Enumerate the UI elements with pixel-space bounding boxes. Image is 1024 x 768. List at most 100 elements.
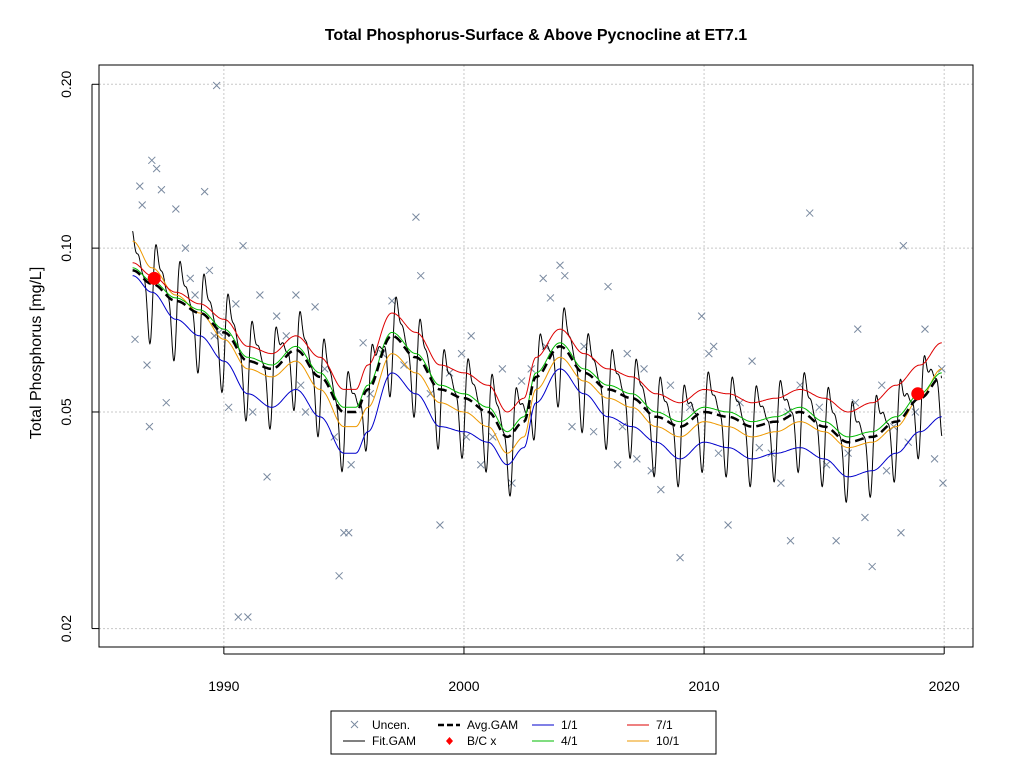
uncensored-point: [457, 349, 466, 358]
y-tick-label: 0.05: [58, 398, 74, 425]
legend-entry: 7/1: [627, 718, 673, 732]
legend-box: [330, 710, 717, 755]
apr-fit-line: [132, 267, 942, 438]
uncensored-point: [508, 479, 516, 488]
legend-swatch-x: [350, 720, 359, 729]
uncensored-point: [724, 521, 732, 529]
uncensored-point: [205, 266, 214, 275]
uncensored-point: [224, 403, 233, 412]
uncensored-point: [517, 377, 526, 385]
legend-label: 1/1: [561, 718, 578, 732]
uncensored-point: [416, 271, 425, 280]
legend-entry: 4/1: [532, 734, 578, 748]
uncensored-point: [335, 571, 343, 580]
uncensored-point: [899, 241, 908, 250]
avg-gam-line: [132, 269, 942, 444]
x-tick-label: 2000: [448, 678, 479, 694]
legend-label: Uncen.: [372, 718, 410, 732]
legend-entry: Uncen.: [350, 718, 410, 732]
uncensored-point: [589, 427, 598, 436]
plot-data: [131, 81, 947, 621]
uncensored-point: [748, 357, 756, 365]
legend-entry: Avg.GAM: [438, 718, 518, 732]
uncensored-point: [476, 460, 485, 469]
uncensored-point: [212, 81, 221, 90]
uncensored-point: [844, 449, 852, 458]
legend-swatch-dot: [446, 737, 453, 745]
uncensored-point: [877, 381, 886, 390]
uncensored-point: [282, 331, 291, 340]
uncensored-point: [666, 381, 675, 390]
uncensored-point: [248, 408, 257, 416]
uncensored-point: [388, 297, 396, 305]
x-tick-label: 2020: [929, 678, 960, 694]
uncensored-point: [709, 342, 718, 351]
uncensored-point: [200, 187, 209, 196]
legend-label: Avg.GAM: [467, 718, 518, 732]
uncensored-point: [347, 460, 355, 469]
uncensored-point: [714, 449, 723, 458]
legend-label: 10/1: [656, 734, 680, 748]
uncensored-point: [296, 381, 305, 390]
uncensored-point: [632, 455, 641, 463]
bc-point: [911, 387, 925, 401]
fit-gam-line: [132, 230, 943, 504]
uncensored-point: [311, 303, 319, 311]
uncensored-point: [815, 403, 824, 412]
legend-entry: 10/1: [627, 734, 680, 748]
uncensored-point: [157, 185, 166, 194]
uncensored-point: [560, 271, 569, 280]
uncensored-point: [832, 536, 840, 545]
uncensored-point: [897, 528, 905, 537]
uncensored-point: [623, 349, 632, 358]
y-tick-label: 0.20: [58, 70, 74, 97]
uncensored-point: [320, 365, 329, 373]
uncensored-point: [162, 398, 171, 407]
uncensored-point: [239, 241, 247, 250]
jan-fit-line: [132, 275, 942, 478]
uncensored-point: [805, 209, 814, 217]
uncensored-point: [436, 521, 444, 529]
uncensored-point: [152, 164, 161, 173]
y-axis-label: Total Phosphorus [mg/L]: [28, 267, 45, 440]
uncensored-point: [359, 338, 367, 347]
uncensored-point: [244, 613, 252, 621]
legend: Uncen. Fit.GAM Avg.GAM B/C x 1/1 4/1 7/1 10/1: [330, 710, 717, 755]
uncensored-point: [145, 422, 154, 431]
uncensored-point: [344, 528, 353, 537]
uncensored-point: [861, 513, 869, 522]
y-tick-label: 0.10: [58, 234, 74, 261]
legend-label: 7/1: [656, 718, 673, 732]
uncensored-point: [292, 291, 300, 299]
uncensored-point: [498, 365, 507, 373]
uncensored-point: [232, 299, 240, 308]
uncensored-point: [604, 282, 612, 291]
plot-frame: [98, 64, 974, 648]
uncensored-point: [930, 455, 939, 463]
uncensored-point: [186, 274, 195, 283]
uncensored-point: [911, 408, 920, 416]
jul-fit-line: [132, 262, 942, 413]
chart-title: Total Phosphorus-Surface & Above Pycnocl…: [325, 27, 747, 44]
uncensored-point: [697, 312, 706, 320]
uncensored-point: [256, 291, 264, 299]
legend-entry: 1/1: [532, 718, 578, 732]
uncensored-point: [467, 331, 476, 340]
legend-label: B/C x: [467, 734, 496, 748]
uncensored-point: [539, 274, 548, 283]
uncensored-point: [272, 312, 281, 320]
uncensored-point: [657, 485, 665, 494]
uncensored-point: [171, 205, 180, 213]
uncensored-point: [640, 365, 648, 373]
legend-label: 4/1: [561, 734, 578, 748]
uncensored-point: [143, 361, 151, 369]
uncensored-point: [366, 389, 375, 398]
uncensored-point: [181, 244, 190, 252]
uncensored-point: [777, 479, 785, 488]
y-tick-label: 0.02: [58, 615, 74, 642]
uncensored-point: [676, 553, 684, 562]
uncensored-point: [234, 613, 243, 621]
uncensored-point: [131, 335, 139, 344]
